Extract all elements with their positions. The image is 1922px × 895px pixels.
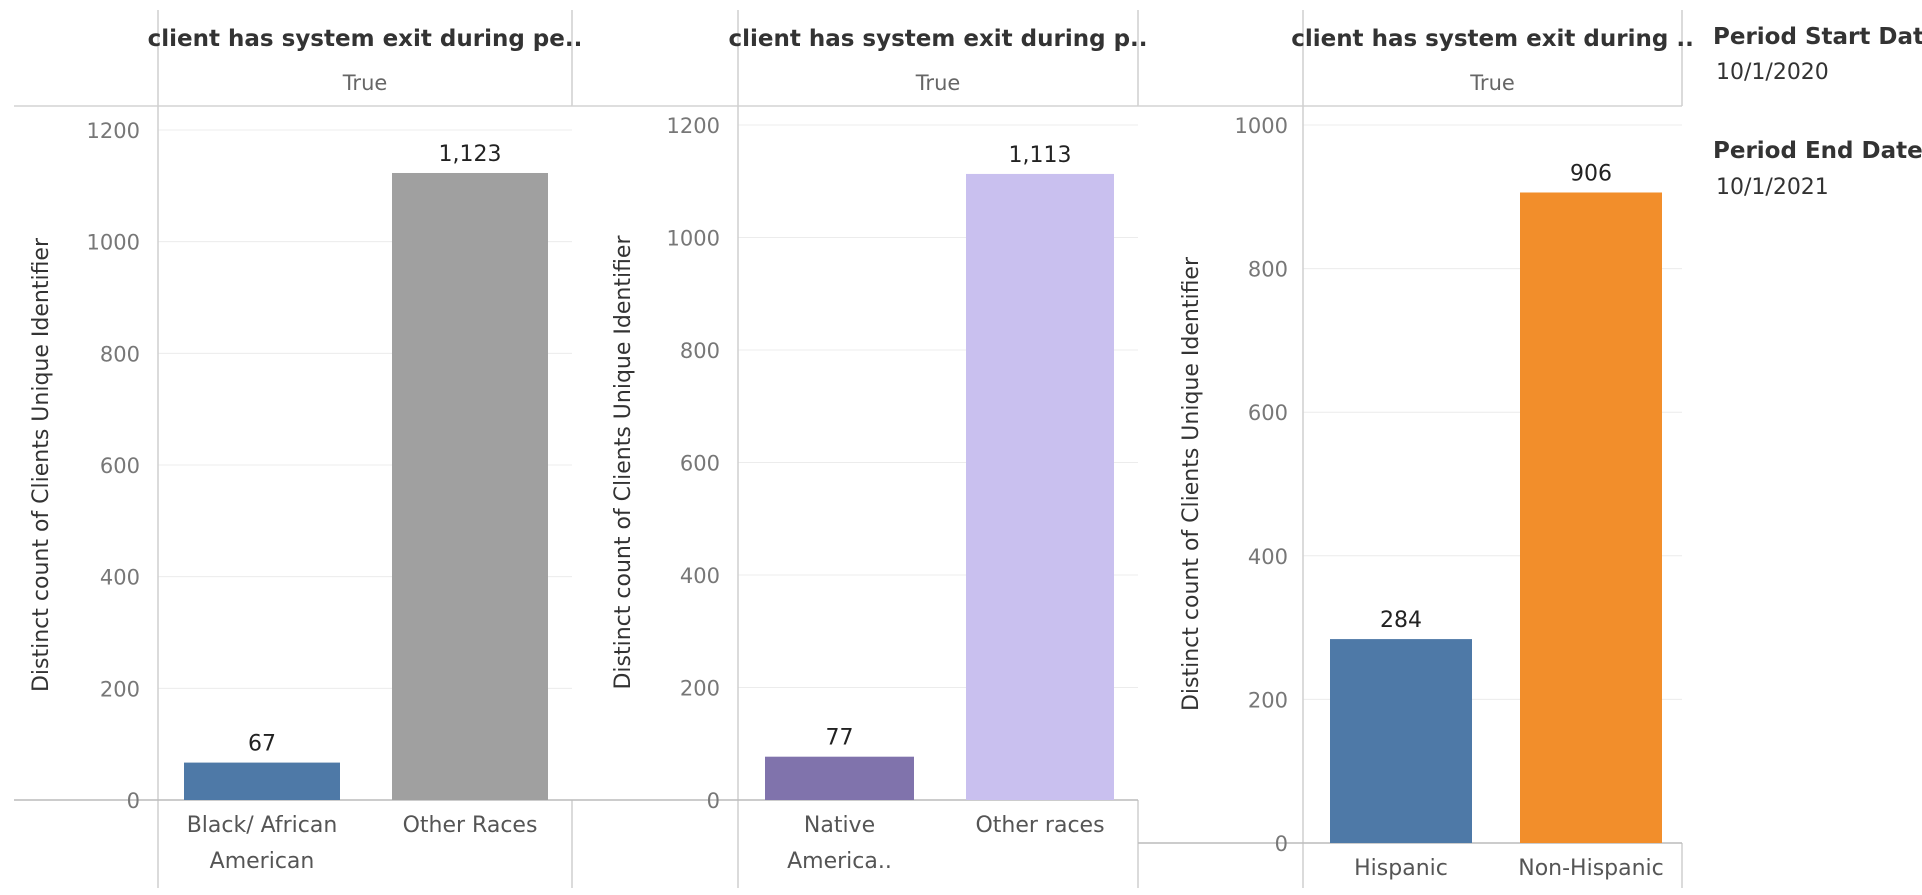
period-start-value[interactable]: 10/1/2020 — [1716, 60, 1829, 85]
bar-value-label: 906 — [1570, 161, 1612, 186]
y-tick-label: 800 — [100, 342, 140, 366]
period-start-label: Period Start Date — [1713, 24, 1922, 50]
y-tick-label: 1000 — [667, 227, 720, 251]
bar-value-label: 1,113 — [1009, 143, 1072, 168]
y-tick-label: 400 — [1248, 545, 1288, 569]
x-category-label: Non-Hispanic — [1518, 856, 1664, 881]
column-header: client has system exit during p.. — [728, 26, 1147, 52]
y-tick-label: 600 — [680, 452, 720, 476]
y-axis-label: Distinct count of Clients Unique Identif… — [1179, 256, 1204, 711]
column-header: client has system exit during pe.. — [148, 26, 583, 52]
x-category-label: Hispanic — [1354, 856, 1448, 881]
bar — [765, 756, 914, 800]
y-tick-label: 600 — [1248, 401, 1288, 425]
bar-value-label: 77 — [826, 726, 854, 751]
bar — [1330, 639, 1472, 843]
bar — [966, 173, 1114, 800]
y-tick-label: 0 — [1275, 832, 1288, 856]
x-category-label: Other Races — [403, 813, 538, 838]
bar — [1520, 192, 1662, 843]
y-tick-label: 1000 — [1235, 114, 1288, 138]
y-tick-label: 400 — [680, 564, 720, 588]
period-end-value[interactable]: 10/1/2021 — [1716, 175, 1829, 200]
y-axis-label: Distinct count of Clients Unique Identif… — [29, 237, 54, 692]
bar-value-label: 284 — [1380, 608, 1422, 633]
y-tick-label: 200 — [1248, 688, 1288, 712]
column-value: True — [1469, 71, 1515, 95]
y-tick-label: 0 — [127, 789, 140, 813]
y-tick-label: 800 — [680, 339, 720, 363]
column-header: client has system exit during .. — [1291, 26, 1694, 52]
bar-value-label: 1,123 — [439, 142, 502, 167]
x-category-label: Native — [804, 813, 875, 838]
y-tick-label: 1200 — [667, 114, 720, 138]
x-category-label: Other races — [975, 813, 1104, 838]
y-tick-label: 800 — [1248, 258, 1288, 282]
y-tick-label: 200 — [680, 677, 720, 701]
x-category-label: Black/ African — [187, 813, 338, 838]
period-end-label: Period End Date — [1713, 138, 1922, 164]
column-value: True — [342, 71, 388, 95]
y-tick-label: 1000 — [87, 231, 140, 255]
y-axis-label: Distinct count of Clients Unique Identif… — [611, 235, 636, 690]
y-tick-label: 0 — [707, 789, 720, 813]
bar — [184, 762, 340, 800]
bar-value-label: 67 — [248, 732, 276, 757]
bar — [392, 172, 548, 800]
y-tick-label: 200 — [100, 677, 140, 701]
x-category-label: America.. — [787, 849, 892, 874]
y-tick-label: 400 — [100, 566, 140, 590]
y-tick-label: 600 — [100, 454, 140, 478]
y-tick-label: 1200 — [87, 119, 140, 143]
x-category-label: American — [210, 849, 315, 874]
column-value: True — [915, 71, 961, 95]
